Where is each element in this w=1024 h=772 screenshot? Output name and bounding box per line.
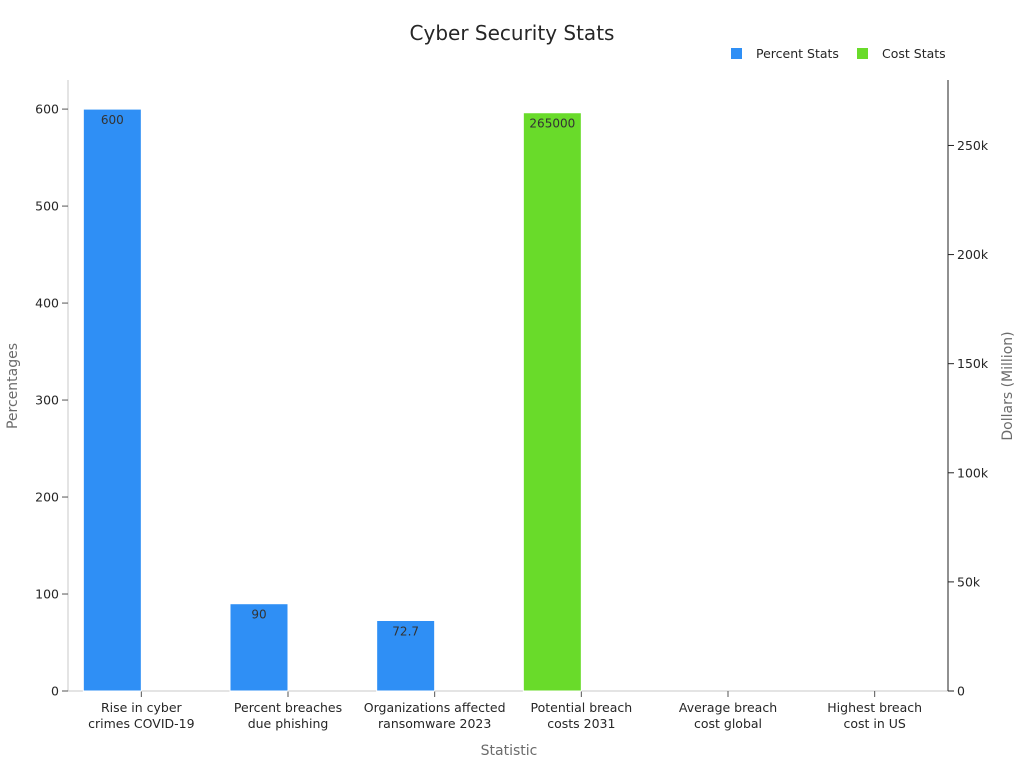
bar	[82, 108, 142, 692]
x-tick-label: Percent breaches due phishing	[234, 700, 342, 731]
chart-title: Cyber Security Stats	[410, 21, 615, 45]
bar	[522, 112, 582, 692]
legend-label: Cost Stats	[882, 46, 946, 61]
y2-tick-label: 200k	[957, 247, 989, 262]
y-tick-label: 300	[35, 393, 59, 408]
y-tick-label: 600	[35, 102, 59, 117]
y-tick-label: 400	[35, 296, 59, 311]
y-tick-label: 200	[35, 490, 59, 505]
x-tick-label: Average breach cost global	[679, 700, 777, 731]
y2-tick-label: 100k	[957, 465, 989, 480]
y2-tick-label: 250k	[957, 138, 989, 153]
plot-area: 0 100 200 300 400 500 600 0 50k 100k 150k 200k 250k R…	[35, 80, 989, 731]
legend-label: Percent Stats	[756, 46, 839, 61]
bar-value-label: 90	[251, 608, 266, 622]
x-axis-title: Statistic	[481, 743, 538, 759]
y-tick-label: 100	[35, 587, 59, 602]
bar-value-label: 600	[101, 113, 124, 127]
x-tick-label: Rise in cyber crimes COVID-19	[88, 700, 195, 731]
bar	[376, 619, 436, 692]
y2-tick-label: 0	[957, 684, 965, 699]
legend-swatch	[857, 48, 868, 59]
x-tick-label: Organizations affected ransomware 2023	[364, 700, 506, 731]
bar-value-label: 265000	[529, 117, 575, 131]
y2-tick-label: 150k	[957, 356, 989, 371]
legend: Percent Stats Cost Stats	[731, 46, 946, 61]
bar	[229, 603, 289, 692]
y2-tick-label: 50k	[957, 574, 981, 589]
y2-axis-title: Dollars (Million)	[1000, 331, 1016, 440]
legend-swatch	[731, 48, 742, 59]
y-tick-label: 0	[51, 684, 59, 699]
x-tick-label: Potential breach costs 2031	[530, 700, 632, 731]
y-axis-title: Percentages	[5, 343, 21, 429]
x-tick-label: Highest breach cost in US	[827, 700, 922, 731]
y-tick-label: 500	[35, 199, 59, 214]
bar-value-label: 72.7	[392, 624, 419, 638]
